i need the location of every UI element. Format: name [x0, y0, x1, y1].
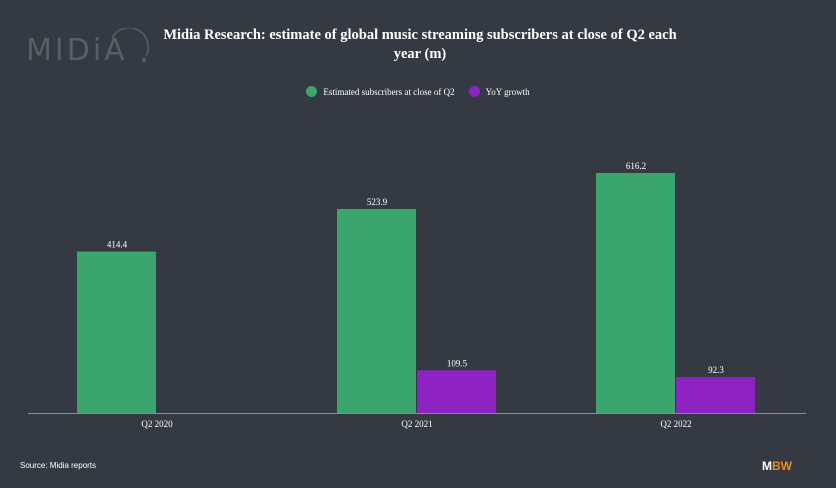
- legend-item-yoy[interactable]: YoY growth: [468, 86, 530, 97]
- data-label: 523.9: [367, 197, 388, 207]
- bar: [77, 251, 156, 413]
- data-label: 92.3: [708, 365, 724, 375]
- chart-title: Midia Research: estimate of global music…: [163, 27, 677, 62]
- x-tick-label: Q2 2022: [660, 419, 691, 429]
- svg-text:MIDiA: MIDiA: [26, 33, 128, 68]
- legend-marker: [306, 86, 318, 97]
- legend-label: YoY growth: [485, 86, 530, 97]
- bar: [417, 370, 496, 413]
- x-tick-label: Q2 2020: [141, 419, 173, 429]
- bar: [676, 377, 755, 413]
- bar: [596, 173, 675, 413]
- legend: Estimated subscribers at close of Q2 YoY…: [0, 86, 836, 97]
- bar: [337, 208, 416, 413]
- mbw-logo: MBW: [762, 459, 792, 473]
- data-label: 414.4: [107, 240, 128, 250]
- legend-label: Estimated subscribers at close of Q2: [323, 86, 455, 97]
- legend-item-subscribers[interactable]: Estimated subscribers at close of Q2: [306, 86, 455, 97]
- x-tick-label: Q2 2021: [401, 419, 432, 429]
- legend-marker: [468, 86, 480, 97]
- source-note: Source: Midia reports: [20, 461, 97, 470]
- midia-logo: MIDiA: [26, 27, 156, 73]
- data-label: 616.2: [626, 161, 646, 171]
- data-label: 109.5: [447, 358, 468, 368]
